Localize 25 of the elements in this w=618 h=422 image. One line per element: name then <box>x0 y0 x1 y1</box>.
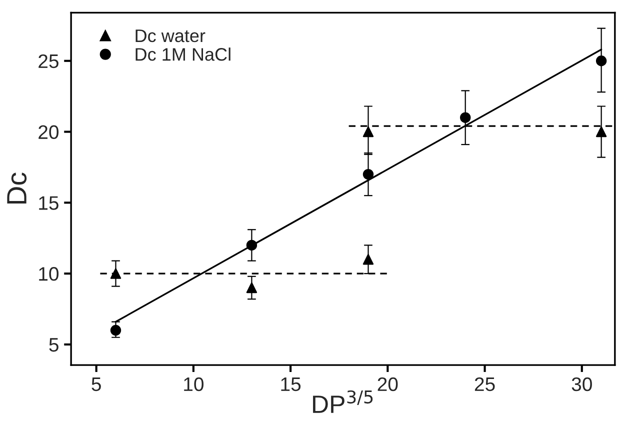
point <box>596 126 607 138</box>
point <box>246 282 258 294</box>
legend-label: Dc 1M NaCl <box>136 48 230 61</box>
y-tick-label: 5 <box>49 338 58 352</box>
x-tick-label: 25 <box>474 377 495 392</box>
point <box>110 268 122 279</box>
point <box>362 126 374 138</box>
legend-label: Dc water <box>136 30 206 42</box>
x-tick-label: 20 <box>378 377 398 392</box>
y-tick-label: 10 <box>39 267 59 281</box>
y-axis-title: Dc <box>7 172 27 204</box>
x-tick-label: 30 <box>572 377 592 392</box>
point <box>460 112 471 123</box>
y-tick-label: 20 <box>38 125 59 140</box>
y-tick-label: 15 <box>39 196 58 210</box>
y-tick-label: 25 <box>38 54 58 68</box>
point <box>246 240 258 251</box>
x-tick-label: 15 <box>281 378 301 392</box>
x-axis-title: DP$^{3/5}$ <box>313 390 373 413</box>
point <box>110 324 122 336</box>
point <box>362 168 374 180</box>
point <box>362 254 374 265</box>
x-tick-label: 5 <box>92 378 101 392</box>
x-tick-label: 10 <box>184 377 204 392</box>
point <box>596 56 607 66</box>
